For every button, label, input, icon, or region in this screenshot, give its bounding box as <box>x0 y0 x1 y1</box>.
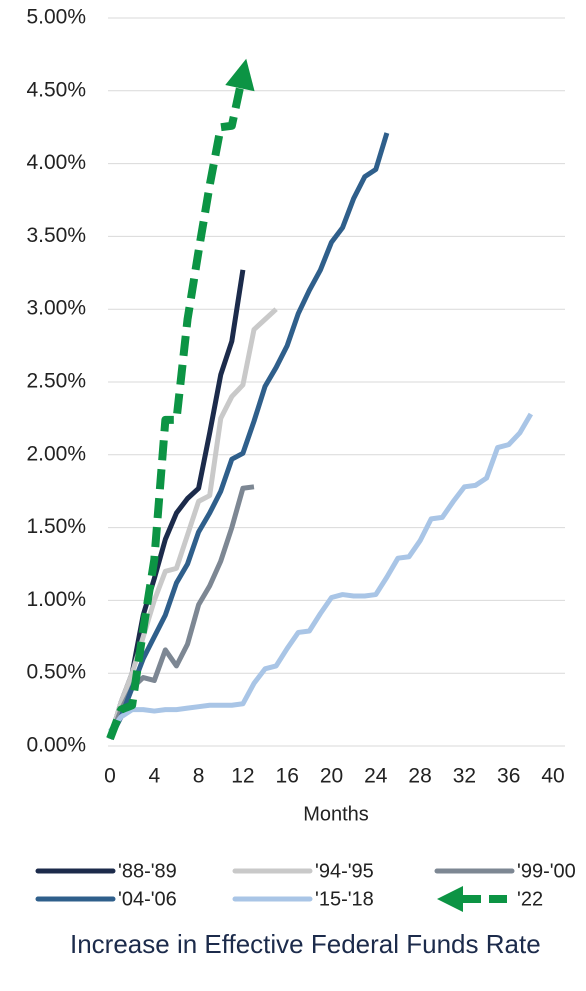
x-tick-label: 12 <box>231 765 254 788</box>
x-tick-label: 32 <box>453 765 476 788</box>
legend-label: '04-'06 <box>118 888 177 910</box>
legend-swatch <box>437 886 463 912</box>
y-tick-label: 0.50% <box>26 661 86 684</box>
x-tick-label: 20 <box>320 765 343 788</box>
y-tick-label: 2.00% <box>26 442 86 465</box>
x-tick-label: 24 <box>364 765 388 788</box>
legend-label: '99-'00 <box>517 860 576 882</box>
x-tick-label: 0 <box>104 765 116 788</box>
x-tick-label: 40 <box>541 765 564 788</box>
series-line <box>106 85 245 741</box>
series-line <box>108 412 534 733</box>
legend-label: '15-'18 <box>315 888 374 910</box>
chart: Months 0.00% 0.50% 1.00% 1.50% 2.00% 2.50% 3.0… <box>26 6 576 912</box>
y-tick-label: 5.00% <box>26 6 86 29</box>
x-tick-label: 8 <box>193 765 205 788</box>
y-tick-label: 3.50% <box>26 224 86 247</box>
y-tick-label: 2.50% <box>26 370 86 393</box>
y-tick-label: 4.50% <box>26 78 86 101</box>
x-tick-label: 16 <box>276 765 299 788</box>
y-tick-label: 1.50% <box>26 515 86 538</box>
legend-label: '94-'95 <box>315 860 374 882</box>
y-tick-label: 1.00% <box>26 588 86 611</box>
series-line <box>107 132 390 740</box>
x-axis-label: Months <box>303 803 369 825</box>
legend-label: '22 <box>517 888 543 910</box>
legend-label: '88-'89 <box>118 860 177 882</box>
x-tick-label: 4 <box>148 765 160 788</box>
x-tick-label: 28 <box>408 765 431 788</box>
x-tick-label: 36 <box>497 765 520 788</box>
y-tick-label: 0.00% <box>26 734 86 757</box>
chart-title: Increase in Effective Federal Funds Rate <box>70 929 541 959</box>
y-tick-label: 4.00% <box>26 151 86 174</box>
arrow-head <box>225 58 255 92</box>
y-tick-label: 3.00% <box>26 297 86 320</box>
